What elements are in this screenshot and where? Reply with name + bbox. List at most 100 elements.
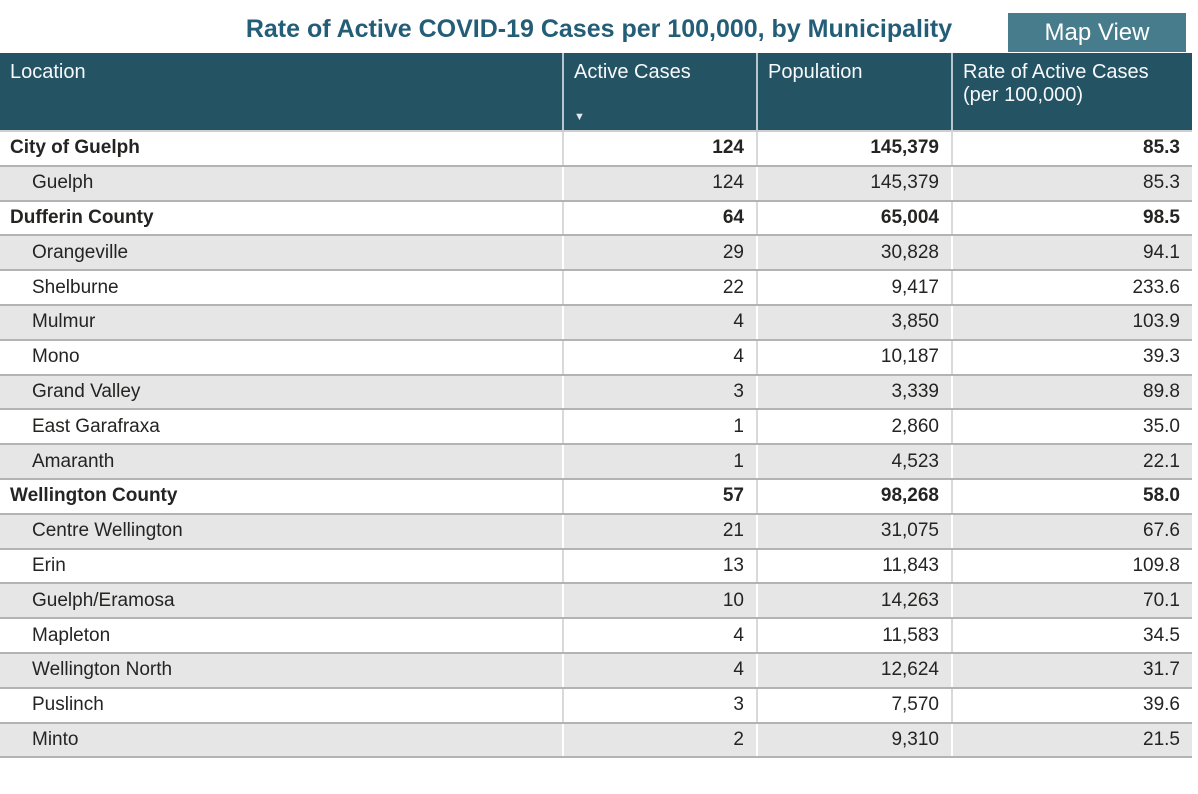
population-cell: 3,850 (756, 304, 952, 341)
population-cell: 145,379 (756, 131, 952, 167)
rate-cell: 22.1 (951, 444, 1192, 480)
location-cell: City of Guelph (0, 131, 563, 167)
municipality-row[interactable]: Mapleton 4 11,583 34.5 (0, 618, 1192, 654)
location-cell: Mono (0, 339, 563, 376)
active-cases-cell: 13 (562, 548, 757, 585)
active-cases-cell: 22 (562, 270, 757, 306)
location-cell: Centre Wellington (0, 513, 563, 550)
active-cases-cell: 1 (562, 444, 757, 480)
active-cases-cell: 4 (562, 652, 757, 689)
active-cases-cell: 64 (562, 200, 757, 237)
population-cell: 10,187 (756, 339, 952, 376)
municipality-row[interactable]: Erin 13 11,843 109.8 (0, 548, 1192, 585)
population-cell: 2,860 (756, 409, 952, 446)
population-cell: 14,263 (756, 583, 952, 620)
rate-cell: 103.9 (951, 304, 1192, 341)
table-header: Location Active Cases ▼ Population Rate … (0, 53, 1192, 132)
active-cases-cell: 4 (562, 304, 757, 341)
population-cell: 145,379 (756, 165, 952, 202)
column-header-active-cases[interactable]: Active Cases ▼ (562, 53, 757, 132)
location-cell: Mapleton (0, 618, 563, 654)
column-header-population-label: Population (768, 61, 863, 83)
active-cases-cell: 10 (562, 583, 757, 620)
column-header-rate[interactable]: Rate of Active Cases (per 100,000) (951, 53, 1192, 132)
rate-cell: 85.3 (951, 131, 1192, 167)
population-cell: 3,339 (756, 374, 952, 411)
active-cases-cell: 3 (562, 687, 757, 724)
column-header-rate-label: Rate of Active Cases (per 100,000) (963, 61, 1149, 106)
rate-cell: 89.8 (951, 374, 1192, 411)
rate-cell: 31.7 (951, 652, 1192, 689)
active-cases-cell: 124 (562, 165, 757, 202)
municipality-row[interactable]: East Garafraxa 1 2,860 35.0 (0, 409, 1192, 446)
rate-cell: 85.3 (951, 165, 1192, 202)
rate-cell: 39.3 (951, 339, 1192, 376)
population-cell: 9,417 (756, 270, 952, 306)
location-cell: Amaranth (0, 444, 563, 480)
active-cases-cell: 21 (562, 513, 757, 550)
location-cell: Dufferin County (0, 200, 563, 237)
location-cell: East Garafraxa (0, 409, 563, 446)
rate-cell: 58.0 (951, 478, 1192, 515)
column-header-location-label: Location (10, 61, 86, 83)
active-cases-cell: 1 (562, 409, 757, 446)
location-cell: Puslinch (0, 687, 563, 724)
municipality-row[interactable]: Puslinch 3 7,570 39.6 (0, 687, 1192, 724)
population-cell: 11,843 (756, 548, 952, 585)
population-cell: 31,075 (756, 513, 952, 550)
map-view-button[interactable]: Map View (1008, 13, 1186, 52)
municipality-row[interactable]: Centre Wellington 21 31,075 67.6 (0, 513, 1192, 550)
rate-cell: 34.5 (951, 618, 1192, 654)
municipality-row[interactable]: Mono 4 10,187 39.3 (0, 339, 1192, 376)
active-cases-cell: 3 (562, 374, 757, 411)
municipality-row[interactable]: Minto 2 9,310 21.5 (0, 722, 1192, 759)
rate-cell: 233.6 (951, 270, 1192, 306)
location-cell: Orangeville (0, 235, 563, 272)
rate-cell: 35.0 (951, 409, 1192, 446)
active-cases-cell: 2 (562, 722, 757, 759)
page-title: Rate of Active COVID-19 Cases per 100,00… (245, 15, 953, 43)
population-cell: 7,570 (756, 687, 952, 724)
population-cell: 11,583 (756, 618, 952, 654)
rate-cell: 98.5 (951, 200, 1192, 237)
municipality-row[interactable]: Mulmur 4 3,850 103.9 (0, 304, 1192, 341)
municipality-row[interactable]: Guelph/Eramosa 10 14,263 70.1 (0, 583, 1192, 620)
municipality-row[interactable]: Amaranth 1 4,523 22.1 (0, 444, 1192, 480)
column-header-location[interactable]: Location (0, 53, 563, 132)
sort-descending-icon: ▼ (574, 111, 585, 123)
covid-rate-table: Location Active Cases ▼ Population Rate … (0, 53, 1192, 759)
location-cell: Minto (0, 722, 563, 759)
column-header-population[interactable]: Population (756, 53, 952, 132)
rate-cell: 70.1 (951, 583, 1192, 620)
location-cell: Guelph (0, 165, 563, 202)
rate-cell: 39.6 (951, 687, 1192, 724)
table-body: City of Guelph 124 145,379 85.3 Guelph 124 145… (0, 131, 1192, 759)
active-cases-cell: 4 (562, 618, 757, 654)
location-cell: Mulmur (0, 304, 563, 341)
population-cell: 30,828 (756, 235, 952, 272)
population-cell: 98,268 (756, 478, 952, 515)
group-row[interactable]: Wellington County 57 98,268 58.0 (0, 478, 1192, 515)
rate-cell: 67.6 (951, 513, 1192, 550)
active-cases-cell: 29 (562, 235, 757, 272)
municipality-row[interactable]: Grand Valley 3 3,339 89.8 (0, 374, 1192, 411)
location-cell: Shelburne (0, 270, 563, 306)
active-cases-cell: 4 (562, 339, 757, 376)
population-cell: 12,624 (756, 652, 952, 689)
location-cell: Guelph/Eramosa (0, 583, 563, 620)
rate-cell: 94.1 (951, 235, 1192, 272)
group-row[interactable]: City of Guelph 124 145,379 85.3 (0, 131, 1192, 167)
column-header-active-cases-label: Active Cases (574, 61, 691, 83)
municipality-row[interactable]: Orangeville 29 30,828 94.1 (0, 235, 1192, 272)
municipality-row[interactable]: Guelph 124 145,379 85.3 (0, 165, 1192, 202)
rate-cell: 109.8 (951, 548, 1192, 585)
population-cell: 9,310 (756, 722, 952, 759)
population-cell: 65,004 (756, 200, 952, 237)
municipality-row[interactable]: Shelburne 22 9,417 233.6 (0, 270, 1192, 306)
active-cases-cell: 57 (562, 478, 757, 515)
active-cases-cell: 124 (562, 131, 757, 167)
location-cell: Wellington North (0, 652, 563, 689)
group-row[interactable]: Dufferin County 64 65,004 98.5 (0, 200, 1192, 237)
municipality-row[interactable]: Wellington North 4 12,624 31.7 (0, 652, 1192, 689)
location-cell: Erin (0, 548, 563, 585)
